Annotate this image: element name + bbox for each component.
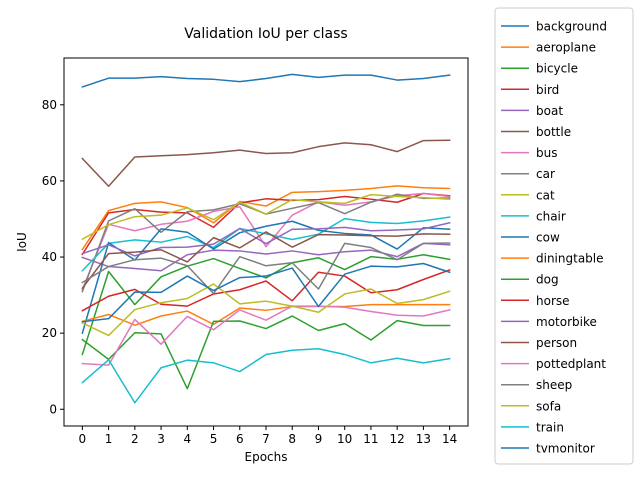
series-line-dog [81, 315, 451, 390]
legend-label-boat: boat [536, 104, 563, 118]
series-line-motorbike [81, 221, 451, 257]
series-line-bird [81, 192, 451, 256]
legend-label-dog: dog [536, 273, 559, 287]
x-axis: 0 1 2 3 4 5 6 7 8 9 10 11 12 13 14 [79, 426, 457, 446]
x-tick-label: 8 [288, 432, 296, 446]
legend-label-person: person [536, 336, 577, 350]
x-axis-label: Epochs [245, 450, 288, 464]
series-line-background [81, 73, 451, 88]
x-tick-label: 9 [315, 432, 323, 446]
legend-label-cat: cat [536, 188, 555, 202]
legend-label-horse: horse [536, 294, 570, 308]
x-tick-label: 1 [105, 432, 113, 446]
legend-label-sheep: sheep [536, 378, 572, 392]
x-tick-label: 5 [210, 432, 218, 446]
y-tick-label: 20 [42, 326, 57, 340]
x-tick-label: 10 [337, 432, 352, 446]
legend-label-pottedplant: pottedplant [536, 357, 606, 371]
series-line-bicycle [81, 254, 451, 356]
legend-label-aeroplane: aeroplane [536, 41, 596, 55]
series-line-tvmonitor [81, 262, 451, 323]
series-line-bottle [81, 139, 451, 187]
legend-label-sofa: sofa [536, 399, 561, 413]
series-line-bus [81, 192, 451, 291]
legend-frame [494, 7, 634, 465]
series-line-aeroplane [81, 185, 451, 251]
legend-label-cow: cow [536, 231, 560, 245]
series-line-sheep [81, 242, 451, 295]
series-line-sofa [81, 283, 451, 337]
y-tick-label: 80 [42, 98, 57, 112]
legend-label-bicycle: bicycle [536, 62, 578, 76]
legend-label-bird: bird [536, 83, 559, 97]
legend-label-bottle: bottle [536, 125, 571, 139]
series-layer [81, 73, 451, 404]
series-line-diningtable [81, 303, 451, 326]
series-line-horse [81, 269, 451, 312]
legend-label-motorbike: motorbike [536, 315, 597, 329]
y-tick-label: 0 [49, 402, 57, 416]
legend-label-bus: bus [536, 146, 557, 160]
legend-label-tvmonitor: tvmonitor [536, 442, 595, 456]
legend-label-diningtable: diningtable [536, 252, 604, 266]
series-line-person [81, 231, 451, 290]
y-axis: 0 20 40 60 80 [42, 98, 64, 416]
x-tick-label: 13 [416, 432, 431, 446]
legend-label-train: train [536, 420, 564, 434]
legend-label-chair: chair [536, 209, 566, 223]
series-line-pottedplant [81, 305, 451, 366]
x-tick-label: 2 [131, 432, 139, 446]
chart-title: Validation IoU per class [184, 26, 347, 42]
y-tick-label: 40 [42, 250, 57, 264]
legend-label-car: car [536, 167, 555, 181]
series-line-cat [81, 193, 451, 241]
series-line-boat [81, 242, 451, 272]
series-line-chair [81, 216, 451, 272]
x-tick-label: 12 [390, 432, 405, 446]
series-line-train [81, 348, 451, 404]
x-tick-label: 7 [262, 432, 270, 446]
x-tick-label: 4 [183, 432, 191, 446]
x-tick-label: 14 [442, 432, 457, 446]
y-tick-label: 60 [42, 174, 57, 188]
series-line-cow [81, 220, 451, 335]
legend: background aeroplane bicycle bird boat bottle… [494, 7, 634, 465]
x-tick-label: 11 [363, 432, 378, 446]
x-tick-label: 6 [236, 432, 244, 446]
x-tick-label: 0 [79, 432, 87, 446]
y-axis-label: IoU [15, 232, 29, 252]
legend-label-background: background [536, 20, 607, 34]
x-tick-label: 3 [157, 432, 165, 446]
